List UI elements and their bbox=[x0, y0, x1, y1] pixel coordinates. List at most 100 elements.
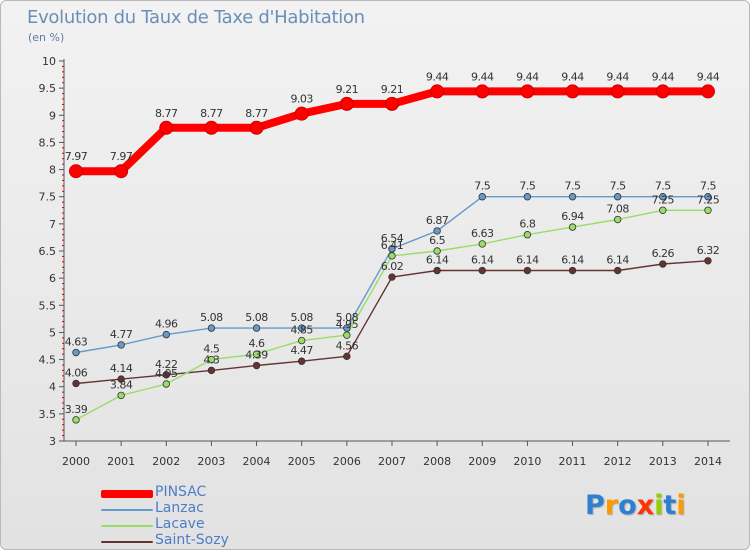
data-point bbox=[613, 266, 622, 275]
data-label: 4.63 bbox=[65, 336, 88, 349]
data-point bbox=[339, 96, 354, 111]
y-minor-tick bbox=[62, 174, 64, 176]
data-label: 6.5 bbox=[429, 234, 445, 247]
data-label: 8.77 bbox=[155, 107, 178, 120]
data-label: 4.5 bbox=[203, 343, 219, 356]
data-point bbox=[568, 193, 577, 201]
y-tick-label: 7.5 bbox=[39, 191, 57, 204]
data-label: 6.14 bbox=[471, 254, 494, 267]
x-tick-label: 2012 bbox=[604, 455, 632, 468]
data-label: 9.44 bbox=[516, 70, 539, 83]
data-point bbox=[388, 245, 396, 253]
data-label: 6.8 bbox=[519, 218, 535, 231]
data-point bbox=[655, 84, 670, 99]
data-point bbox=[523, 266, 532, 275]
data-point bbox=[659, 206, 667, 214]
y-minor-tick bbox=[62, 136, 64, 138]
data-label: 9.44 bbox=[652, 70, 675, 83]
data-point bbox=[114, 164, 129, 179]
y-minor-tick bbox=[62, 234, 64, 236]
y-tick-label: 5.5 bbox=[39, 299, 57, 312]
y-tick-label: 6 bbox=[49, 272, 56, 285]
y-minor-tick bbox=[62, 125, 64, 127]
logo-letter: t bbox=[663, 490, 677, 521]
y-minor-tick bbox=[62, 321, 64, 323]
y-minor-tick bbox=[62, 364, 64, 366]
y-minor-tick bbox=[62, 337, 64, 339]
data-point bbox=[613, 193, 622, 201]
data-point bbox=[117, 375, 125, 383]
data-label: 9.44 bbox=[426, 70, 449, 83]
y-tick-label: 4.5 bbox=[39, 354, 57, 367]
data-label: 7.5 bbox=[655, 180, 671, 193]
data-point bbox=[162, 380, 170, 388]
y-minor-tick bbox=[62, 407, 64, 409]
data-label: 5.08 bbox=[336, 311, 359, 324]
data-point bbox=[252, 324, 261, 332]
y-minor-tick bbox=[62, 201, 64, 203]
y-minor-tick bbox=[62, 397, 64, 399]
data-point bbox=[430, 84, 445, 99]
y-minor-tick bbox=[62, 283, 64, 285]
data-point bbox=[343, 352, 351, 361]
y-tick-label: 6.5 bbox=[39, 245, 57, 258]
x-tick-label: 2005 bbox=[288, 455, 316, 468]
y-minor-tick bbox=[62, 190, 64, 192]
logo-letter: P bbox=[585, 490, 605, 521]
y-minor-tick bbox=[62, 228, 64, 230]
data-point bbox=[704, 206, 712, 214]
data-point bbox=[613, 215, 622, 224]
data-label: 6.14 bbox=[606, 254, 629, 267]
data-label: 3.39 bbox=[65, 403, 88, 416]
data-labels: 4.06 4.14 4.22 4.3 4.39 4.47 4.56 6.02 6.14 6.14 6… bbox=[65, 70, 720, 415]
unit-label: (en %) bbox=[28, 31, 65, 44]
data-point bbox=[568, 223, 577, 231]
legend-swatch bbox=[101, 541, 153, 543]
data-label: 6.41 bbox=[381, 239, 404, 252]
data-label: 7.25 bbox=[652, 193, 675, 206]
data-point bbox=[207, 355, 216, 364]
legend: PINSAC Lanzac Lacave Saint-Sozy bbox=[101, 484, 301, 549]
y-minor-tick bbox=[62, 147, 64, 149]
data-label: 9.21 bbox=[381, 83, 404, 96]
y-minor-tick bbox=[62, 212, 64, 214]
data-label: 4.96 bbox=[155, 318, 178, 331]
y-minor-tick bbox=[62, 424, 64, 426]
data-point bbox=[252, 361, 261, 370]
data-point bbox=[384, 96, 399, 111]
y-minor-tick bbox=[62, 207, 64, 209]
data-label: 3.84 bbox=[110, 378, 133, 391]
y-tick-label: 10 bbox=[42, 55, 56, 68]
data-label: 6.26 bbox=[652, 247, 675, 260]
y-minor-tick bbox=[62, 255, 64, 257]
data-label: 6.32 bbox=[697, 244, 720, 257]
data-point bbox=[565, 84, 580, 99]
legend-item: Lacave bbox=[101, 516, 301, 533]
data-point bbox=[343, 324, 351, 332]
data-label: 6.14 bbox=[516, 254, 539, 267]
y-minor-tick bbox=[62, 266, 64, 268]
y-minor-tick bbox=[62, 82, 64, 84]
data-point bbox=[72, 348, 80, 357]
x-tick-label: 2009 bbox=[468, 455, 496, 468]
y-minor-tick bbox=[62, 391, 64, 393]
y-minor-tick bbox=[62, 375, 64, 377]
y-minor-tick bbox=[62, 239, 64, 241]
x-tick-label: 2006 bbox=[333, 455, 361, 468]
data-label: 7.25 bbox=[697, 193, 720, 206]
x-tick-label: 2011 bbox=[559, 455, 587, 468]
data-point bbox=[704, 193, 712, 201]
legend-label: Saint-Sozy bbox=[155, 532, 229, 548]
y-minor-tick bbox=[62, 272, 64, 274]
y-tick-label: 9 bbox=[49, 109, 56, 122]
y-minor-tick bbox=[62, 435, 64, 437]
y-minor-tick bbox=[62, 76, 64, 78]
logo-letter: i bbox=[654, 490, 664, 521]
y-minor-tick bbox=[62, 65, 64, 67]
data-label: 9.44 bbox=[697, 70, 720, 83]
y-minor-tick bbox=[62, 163, 64, 165]
data-label: 4.14 bbox=[110, 362, 133, 375]
data-label: 9.44 bbox=[471, 70, 494, 83]
